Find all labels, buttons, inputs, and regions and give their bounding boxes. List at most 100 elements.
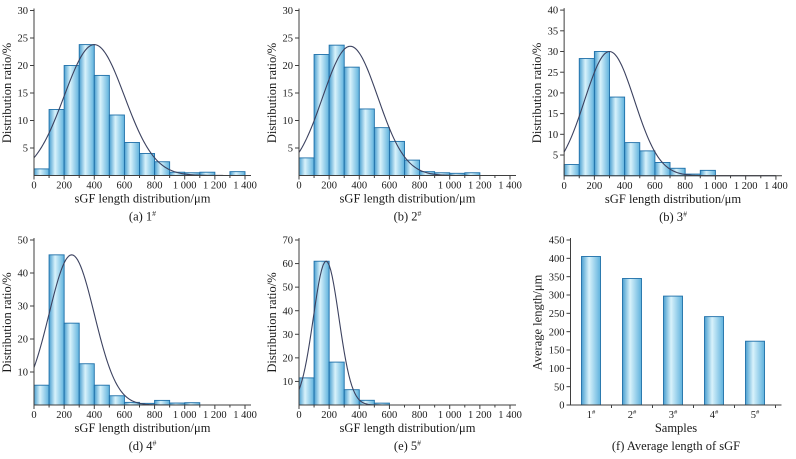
x-tick-label: 1 400 (233, 410, 257, 421)
chart-a-histogram: 5 10 15 20 25 30 0 200 400 600 800 1 000 1 200 1 400 s… (0, 6, 257, 224)
subplot-c: 5 10 15 20 25 30 35 40 0 200 400 600 800 1 000 1 200 1 … (530, 0, 796, 230)
y-tick-label: 10 (18, 368, 29, 379)
x-tick-label: 1 200 (203, 410, 227, 421)
y-axis-label: Average length/μm (531, 274, 545, 370)
subplot-e: 10 20 30 40 50 60 70 0 200 400 600 800 1 000 1 200 1 4… (265, 230, 530, 459)
x-tick-label: 600 (647, 181, 663, 192)
x-tick-label: 0 (296, 181, 301, 192)
x-tick-label: 400 (617, 181, 633, 192)
x-tick-label: 1 400 (764, 181, 788, 192)
histogram-bar (358, 108, 375, 176)
x-tick-label: 200 (321, 181, 337, 192)
chart-f-average-bar: 0 50 100 150 200 250 300 350 400 450 1# 2# 3# 4# 5# Sam… (531, 236, 782, 453)
x-tick-label: 1 400 (498, 181, 522, 192)
y-tick-label: 30 (18, 6, 29, 17)
y-tick-label: 50 (18, 236, 29, 247)
chart-b-histogram: 5 10 15 20 25 30 0 200 400 600 800 1 000 1 200 1 400 s… (265, 6, 522, 224)
x-tick-label: 1 200 (468, 410, 492, 421)
subplot-caption: (f) Average length of sGF (612, 439, 740, 453)
y-tick-label: 20 (283, 353, 294, 364)
average-length-bar (745, 340, 765, 406)
y-tick-label: 25 (18, 34, 29, 45)
y-tick-label: 0 (559, 401, 564, 412)
histogram-bar (699, 169, 716, 177)
histogram-bar (229, 171, 246, 176)
y-tick-label: 15 (18, 89, 29, 100)
histogram-bar (123, 142, 140, 176)
y-axis-label: Distribution ratio/% (530, 42, 544, 143)
x-tick-label: 600 (117, 181, 133, 192)
x-tick-label: 1 400 (233, 181, 257, 192)
x-tick-label: 800 (412, 181, 428, 192)
histogram-bar (93, 74, 110, 176)
chart-d-histogram: 10 20 30 40 50 0 200 400 600 800 1 000 1 200 1 400 sG… (0, 236, 257, 453)
y-tick-label: 20 (18, 335, 29, 346)
histogram-bar (108, 114, 125, 176)
histogram-bar (63, 65, 80, 176)
y-axis-label: Distribution ratio/% (0, 272, 14, 372)
histogram-bar (93, 384, 110, 406)
x-tick-label: 1 200 (468, 181, 492, 192)
y-tick-label: 20 (283, 61, 294, 72)
histogram-bar (154, 399, 171, 406)
histogram-bar (33, 384, 50, 406)
subplot-caption: (b) 2# (394, 209, 422, 224)
x-tick-label: 4# (710, 409, 719, 421)
y-axis-label: Distribution ratio/% (265, 272, 279, 372)
x-tick-label: 0 (561, 181, 566, 192)
x-tick-label: 400 (351, 181, 367, 192)
x-tick-label: 0 (31, 181, 36, 192)
y-tick-label: 50 (283, 283, 294, 294)
x-tick-label: 400 (351, 410, 367, 421)
histogram-bar (373, 127, 390, 176)
y-tick-label: 5 (553, 151, 558, 162)
x-tick-label: 600 (117, 410, 133, 421)
y-axis-label: Distribution ratio/% (265, 43, 279, 143)
x-tick-label: 200 (586, 181, 602, 192)
y-tick-label: 20 (18, 61, 29, 72)
x-tick-label: 2# (628, 409, 637, 421)
x-tick-label: 200 (321, 410, 337, 421)
histogram-bar (404, 159, 421, 176)
x-tick-label: 800 (147, 410, 163, 421)
y-tick-label: 10 (283, 377, 294, 388)
y-tick-label: 200 (549, 327, 565, 338)
y-tick-label: 10 (18, 116, 29, 127)
histogram-bar (563, 164, 580, 177)
histogram-bar (313, 260, 330, 406)
x-tick-label: 3# (669, 409, 678, 421)
x-tick-label: 800 (412, 410, 428, 421)
average-length-bar (622, 278, 642, 406)
histogram-bar (328, 44, 345, 176)
histogram-bar (48, 254, 65, 406)
x-tick-label: 1 000 (704, 181, 728, 192)
histogram-bar (63, 322, 80, 406)
subplot-caption: (e) 5# (394, 439, 421, 454)
x-tick-label: 1 200 (203, 181, 227, 192)
x-axis-label: sGF length distribution/μm (605, 192, 741, 206)
y-axis-label: Distribution ratio/% (0, 43, 14, 143)
subplot-f: 0 50 100 150 200 250 300 350 400 450 1# 2# 3# 4# 5# Sam… (530, 230, 796, 459)
y-tick-label: 15 (548, 109, 559, 120)
y-tick-label: 40 (548, 6, 559, 17)
histogram-bar (33, 168, 50, 176)
x-tick-label: 600 (382, 181, 398, 192)
y-tick-label: 10 (548, 130, 559, 141)
x-tick-label: 1 000 (438, 181, 462, 192)
y-tick-label: 400 (549, 254, 565, 265)
y-tick-label: 25 (283, 34, 294, 45)
x-tick-label: 0 (296, 410, 301, 421)
y-tick-label: 70 (283, 236, 294, 247)
x-tick-label: 1 000 (438, 410, 462, 421)
x-tick-label: 800 (677, 181, 693, 192)
subplot-caption: (b) 3# (659, 209, 687, 224)
average-length-bar (663, 295, 683, 406)
y-tick-label: 25 (548, 68, 559, 79)
y-tick-label: 35 (548, 26, 559, 37)
average-length-bar (704, 316, 724, 406)
y-tick-label: 5 (23, 144, 28, 155)
x-tick-label: 5# (751, 409, 760, 421)
y-tick-label: 40 (283, 306, 294, 317)
subplot-caption: (a) 1# (129, 209, 156, 224)
